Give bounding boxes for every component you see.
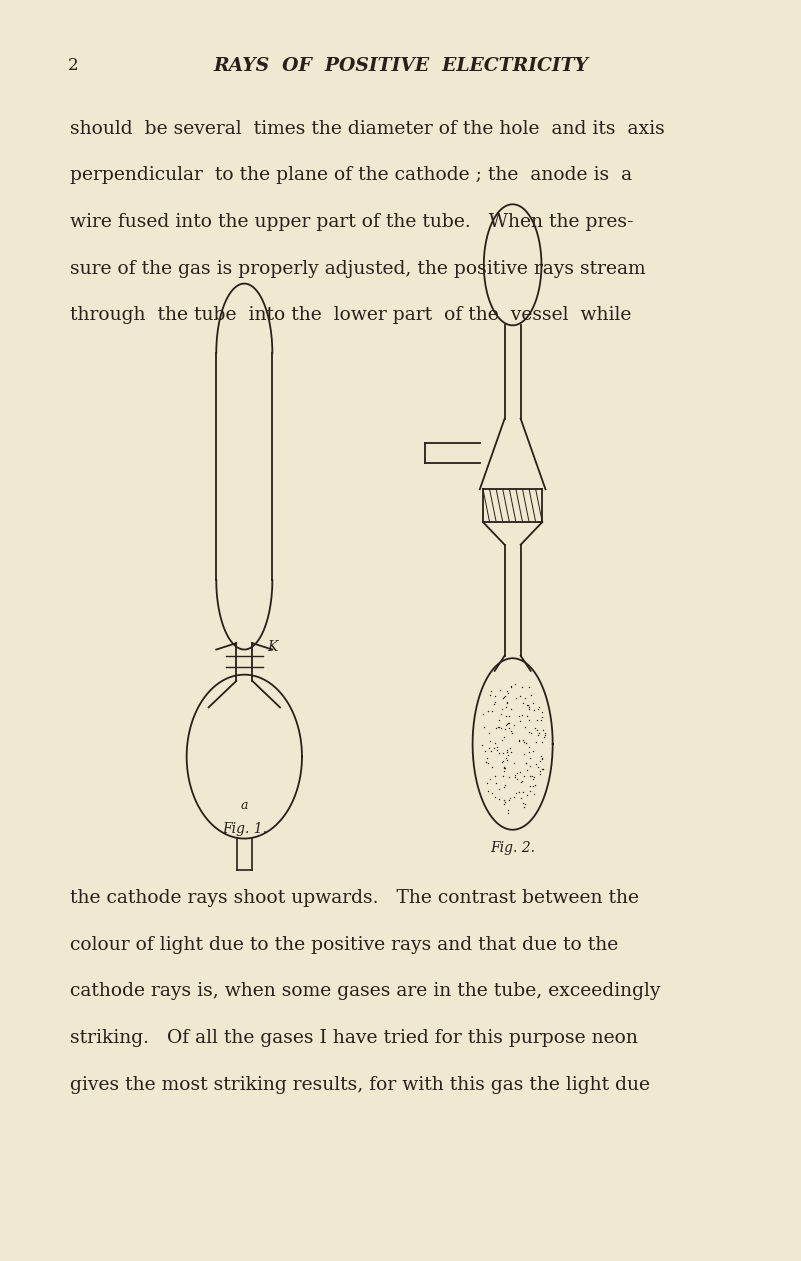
Text: Fig. 2.: Fig. 2. — [490, 841, 535, 855]
Text: cathode rays is, when some gases are in the tube, exceedingly: cathode rays is, when some gases are in … — [70, 982, 661, 1000]
Text: colour of light due to the positive rays and that due to the: colour of light due to the positive rays… — [70, 936, 618, 953]
Text: RAYS  OF  POSITIVE  ELECTRICITY: RAYS OF POSITIVE ELECTRICITY — [213, 57, 588, 74]
Text: 2: 2 — [68, 57, 78, 73]
Text: gives the most striking results, for with this gas the light due: gives the most striking results, for wit… — [70, 1076, 650, 1093]
Text: the cathode rays shoot upwards.   The contrast between the: the cathode rays shoot upwards. The cont… — [70, 889, 639, 907]
Text: perpendicular  to the plane of the cathode ; the  anode is  a: perpendicular to the plane of the cathod… — [70, 166, 633, 184]
Text: K: K — [267, 639, 277, 654]
Text: striking.   Of all the gases I have tried for this purpose neon: striking. Of all the gases I have tried … — [70, 1029, 638, 1047]
Text: sure of the gas is properly adjusted, the positive rays stream: sure of the gas is properly adjusted, th… — [70, 260, 646, 277]
Text: wire fused into the upper part of the tube.   When the pres-: wire fused into the upper part of the tu… — [70, 213, 634, 231]
Text: should  be several  times the diameter of the hole  and its  axis: should be several times the diameter of … — [70, 120, 666, 137]
Text: a: a — [240, 799, 248, 812]
Text: through  the tube  into the  lower part  of the  vessel  while: through the tube into the lower part of … — [70, 306, 632, 324]
Text: Fig. 1.: Fig. 1. — [222, 822, 267, 836]
